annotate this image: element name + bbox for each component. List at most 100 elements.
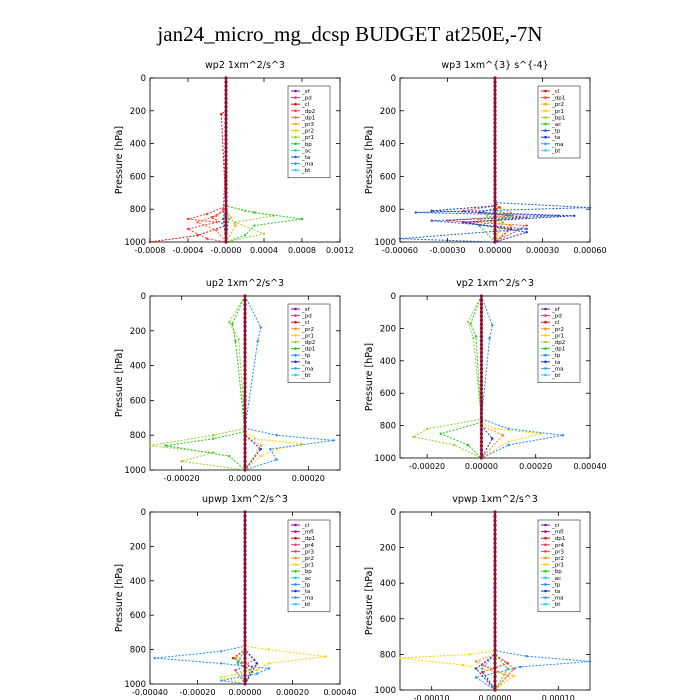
y-tick-label: 0 xyxy=(141,292,146,302)
zero-profile-marker xyxy=(243,438,247,442)
data-point xyxy=(491,437,494,440)
y-tick-label: 800 xyxy=(380,422,396,432)
zero-profile-marker xyxy=(243,635,247,639)
zero-profile-marker xyxy=(243,368,247,372)
zero-profile-marker xyxy=(243,420,247,424)
zero-profile-marker xyxy=(224,215,228,219)
data-point xyxy=(468,653,471,656)
zero-profile-marker xyxy=(493,577,497,581)
zero-profile-marker xyxy=(243,346,247,350)
zero-profile-marker xyxy=(224,178,228,183)
zero-profile-marker xyxy=(243,531,247,536)
data-point xyxy=(220,112,223,116)
x-tick-label: 0.00020 xyxy=(276,688,309,697)
zero-profile-marker xyxy=(243,574,247,579)
data-point xyxy=(324,655,327,658)
data-point xyxy=(220,662,223,665)
zero-profile-marker xyxy=(493,76,497,80)
legend-marker xyxy=(544,373,547,377)
data-point xyxy=(267,662,270,665)
zero-profile-marker xyxy=(224,183,228,187)
legend-label: _mfl xyxy=(301,530,314,536)
zero-profile-marker xyxy=(224,158,228,162)
zero-profile-marker xyxy=(493,617,497,621)
zero-profile-marker xyxy=(243,451,247,455)
zero-profile-marker xyxy=(479,298,484,302)
zero-profile-marker xyxy=(479,355,484,359)
legend-label: _pr3 xyxy=(301,549,315,555)
chart-panel-5: upwp 1xm^2/s^3 0 200 400 600 800 1000 Pressure … xyxy=(114,494,357,697)
zero-profile-marker xyxy=(479,424,484,428)
data-point xyxy=(474,676,478,679)
y-tick-label: 600 xyxy=(380,615,396,625)
zero-profile-marker xyxy=(493,648,497,652)
zero-profile-marker xyxy=(243,549,247,553)
data-point xyxy=(525,224,528,227)
legend-label: _ma xyxy=(301,596,313,602)
zero-profile-marker xyxy=(224,154,228,158)
x-tick-label: -0.0004 xyxy=(173,246,204,255)
zero-profile-marker xyxy=(224,121,228,125)
zero-profile-marker xyxy=(479,407,484,411)
zero-profile-marker xyxy=(243,562,247,566)
legend-marker xyxy=(544,523,547,527)
zero-profile-marker xyxy=(479,399,484,403)
legend-marker xyxy=(294,109,297,113)
legend-label: _ma xyxy=(551,366,563,372)
y-tick-label: 1000 xyxy=(124,466,146,476)
zero-profile-marker xyxy=(224,150,228,154)
data-point xyxy=(430,209,433,212)
zero-profile-marker xyxy=(243,324,247,328)
legend-marker xyxy=(294,576,297,580)
y-tick-label: 1000 xyxy=(124,680,146,690)
data-point xyxy=(507,440,510,443)
legend-marker xyxy=(544,589,547,593)
zero-profile-marker xyxy=(493,113,497,117)
zero-profile-marker xyxy=(224,88,228,92)
legend-marker xyxy=(544,109,547,113)
legend-marker xyxy=(294,373,297,377)
data-point xyxy=(412,435,415,439)
zero-profile-marker xyxy=(224,166,228,170)
zero-profile-marker xyxy=(493,675,497,679)
legend-marker xyxy=(294,155,297,159)
chart-title: up2 1xm^2/s^3 xyxy=(206,278,284,289)
zero-profile-marker xyxy=(493,178,497,183)
zero-profile-marker xyxy=(479,310,484,314)
data-point xyxy=(229,216,232,219)
series-line xyxy=(244,296,262,471)
y-tick-label: 400 xyxy=(130,140,146,150)
data-point xyxy=(255,669,259,672)
zero-profile-marker xyxy=(243,411,247,415)
zero-profile-marker xyxy=(243,355,247,359)
zero-profile-marker xyxy=(493,207,497,211)
y-tick-label: 600 xyxy=(130,611,146,621)
data-point xyxy=(466,320,470,324)
zero-profile-marker xyxy=(243,416,247,420)
zero-profile-marker xyxy=(243,446,247,450)
zero-profile-marker xyxy=(243,385,247,389)
zero-profile-marker xyxy=(243,303,247,307)
zero-profile-marker xyxy=(243,656,247,660)
zero-profile-marker xyxy=(479,428,484,432)
y-tick-label: 600 xyxy=(380,172,396,182)
zero-profile-marker xyxy=(243,403,247,407)
series-line xyxy=(154,512,271,685)
data-point xyxy=(466,443,470,447)
legend-label: _pd xyxy=(301,314,312,320)
data-point xyxy=(472,336,475,340)
legend-marker xyxy=(544,327,547,331)
data-point xyxy=(186,217,190,221)
zero-profile-marker xyxy=(493,683,497,688)
data-point xyxy=(430,219,433,222)
legend-marker xyxy=(544,142,547,146)
legend-label: _pr3 xyxy=(301,122,315,128)
data-point xyxy=(253,437,256,440)
zero-profile-marker xyxy=(243,337,247,342)
legend-marker xyxy=(544,563,547,566)
zero-profile-marker xyxy=(493,150,497,154)
data-point xyxy=(506,667,509,670)
zero-profile-marker xyxy=(243,566,247,570)
legend-label: _dp1 xyxy=(301,536,315,542)
zero-profile-marker xyxy=(493,137,497,142)
